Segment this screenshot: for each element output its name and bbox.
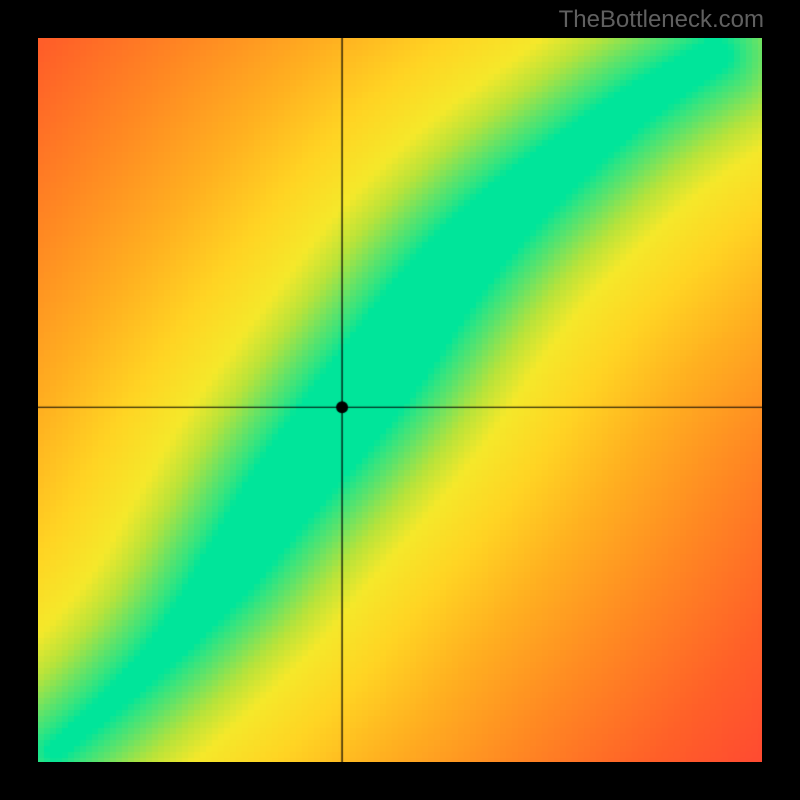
bottleneck-heatmap [38,38,762,762]
watermark-text: TheBottleneck.com [559,6,764,34]
